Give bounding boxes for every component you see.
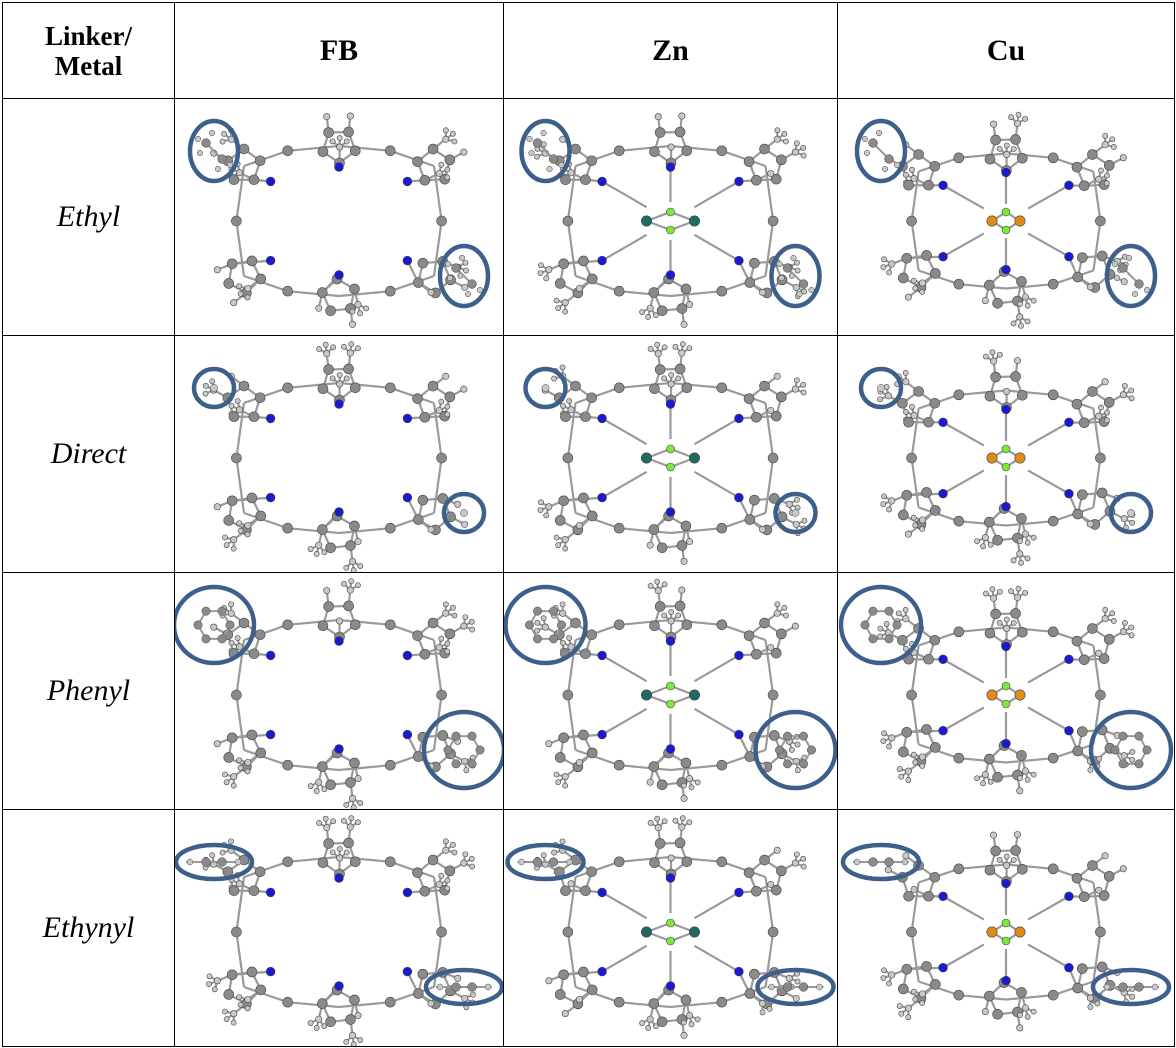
molecule-illustration <box>523 341 818 565</box>
molecule-ethyl-cu <box>837 98 1175 336</box>
header-linker-text: Linker/ <box>44 20 132 51</box>
header-metal-text: Metal <box>54 50 123 81</box>
linker-highlight-circle <box>519 118 572 184</box>
molecule-ethynyl-cu <box>837 809 1175 1047</box>
linker-highlight-circle <box>421 709 503 791</box>
molecule-phenyl-fb <box>174 572 504 810</box>
molecule-ethynyl-fb <box>174 809 504 1047</box>
linker-highlight-circle <box>1088 709 1174 791</box>
molecule-illustration <box>504 578 837 802</box>
molecule-illustration <box>519 112 822 328</box>
row-ethynyl: Ethynyl <box>2 809 1175 1047</box>
molecule-ethyl-fb <box>174 98 504 336</box>
row-phenyl: Phenyl <box>2 572 1175 810</box>
molecule-illustration <box>187 112 491 328</box>
molecule-direct-zn <box>503 335 838 573</box>
linker-highlight-circle <box>854 118 908 184</box>
molecule-ethyl-zn <box>503 98 838 336</box>
row-label-direct: Direct <box>2 335 175 573</box>
molecule-illustration <box>175 815 503 1046</box>
molecule-ethynyl-zn <box>503 809 838 1047</box>
molecule-direct-cu <box>837 335 1175 573</box>
molecule-illustration <box>840 831 1172 1032</box>
linker-highlight-circle <box>840 842 922 882</box>
linker-highlight-circle <box>187 118 241 184</box>
molecule-illustration <box>858 349 1154 566</box>
linker-highlight-circle <box>838 584 924 666</box>
molecule-illustration <box>854 111 1158 329</box>
header-zn: Zn <box>503 2 838 99</box>
header-fb: FB <box>174 2 504 99</box>
molecule-illustration <box>505 815 836 1039</box>
linker-highlight-circle <box>423 967 503 1007</box>
header-row: Linker/ Metal FB Zn Cu <box>2 2 1175 99</box>
row-label-phenyl: Phenyl <box>2 572 175 810</box>
row-ethyl: Ethyl <box>2 98 1175 336</box>
linker-highlight-circle <box>191 366 237 410</box>
molecule-illustration <box>838 584 1174 795</box>
linker-highlight-circle <box>1108 491 1154 535</box>
linker-highlight-circle <box>1090 967 1172 1007</box>
molecule-illustration <box>191 341 487 572</box>
molecule-phenyl-cu <box>837 572 1175 810</box>
row-direct: Direct <box>2 335 1175 573</box>
row-label-ethynyl: Ethynyl <box>2 809 175 1047</box>
header-cu: Cu <box>837 2 1175 99</box>
linker-highlight-circle <box>769 243 822 309</box>
linker-highlight-circle <box>773 491 818 535</box>
linker-highlight-circle <box>441 491 487 535</box>
linker-highlight-circle <box>505 842 586 882</box>
linker-highlight-circle <box>1104 243 1158 309</box>
linker-highlight-circle <box>753 709 837 791</box>
linker-highlight-circle <box>858 366 904 410</box>
linker-highlight-circle <box>755 967 836 1007</box>
linker-highlight-circle <box>175 584 257 666</box>
linker-highlight-circle <box>504 584 588 666</box>
molecule-direct-fb <box>174 335 504 573</box>
linker-highlight-circle <box>175 842 255 882</box>
header-linker-metal: Linker/ Metal <box>2 2 175 99</box>
linker-highlight-circle <box>523 366 568 410</box>
row-label-ethyl: Ethyl <box>2 98 175 336</box>
molecule-phenyl-zn <box>503 572 838 810</box>
molecule-illustration <box>175 578 503 809</box>
linker-highlight-circle <box>437 243 491 309</box>
